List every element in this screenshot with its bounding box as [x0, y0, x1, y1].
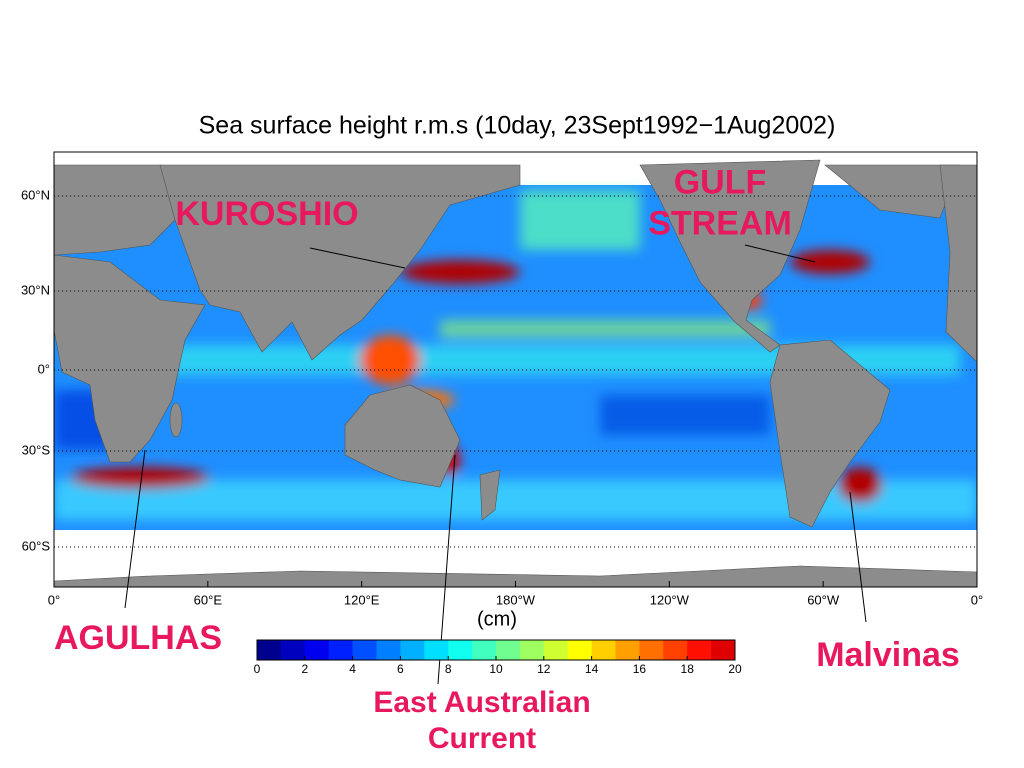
colorbar-cell: [400, 640, 425, 660]
colorbar-cell: [687, 640, 712, 660]
colorbar-cell: [328, 640, 353, 660]
land: [54, 159, 977, 587]
colorbar-cell: [352, 640, 377, 660]
colorbar-cell: [496, 640, 521, 660]
colorbar-tick-label: 10: [489, 662, 503, 676]
colorbar-tick-label: 20: [728, 662, 742, 676]
lon-tick-label: 60°E: [194, 592, 223, 607]
colorbar-cell: [543, 640, 568, 660]
colorbar-cell: [663, 640, 688, 660]
colorbar-unit: (cm): [477, 608, 517, 630]
colorbar-tick-label: 16: [633, 662, 647, 676]
lat-tick-label: 60°N: [21, 187, 50, 202]
colorbar-cell: [280, 640, 306, 660]
colorbar-cell: [424, 640, 449, 660]
lon-tick-label: 0°: [48, 592, 60, 607]
lat-tick-label: 30°S: [22, 442, 51, 457]
colorbar-cell: [472, 640, 497, 660]
colorbar-tick-label: 6: [397, 662, 404, 676]
lat-tick-label: 30°N: [21, 282, 50, 297]
annotation: Malvinas: [816, 636, 960, 674]
colorbar-cell: [448, 640, 473, 660]
colorbar-cell: [711, 640, 736, 660]
colorbar-cell: [376, 640, 401, 660]
lon-tick-label: 180°W: [496, 592, 536, 607]
colorbar-tick-label: 4: [349, 662, 356, 676]
colorbar-tick-label: 14: [585, 662, 599, 676]
colorbar-tick-label: 8: [445, 662, 452, 676]
annotation: KUROSHIO: [175, 195, 358, 233]
lon-tick-label: 120°W: [650, 592, 690, 607]
colorbar-cell: [304, 640, 329, 660]
colorbar-tick-label: 0: [254, 662, 261, 676]
colorbar-tick-label: 2: [301, 662, 308, 676]
annotation: East Australian Current: [373, 686, 590, 755]
title: Sea surface height r.m.s (10day, 23Sept1…: [199, 112, 836, 140]
annotation: AGULHAS: [54, 619, 222, 657]
colorbar-cell: [257, 640, 282, 660]
annotation: GULF STREAM: [648, 164, 792, 243]
lon-tick-label: 0°: [971, 592, 983, 607]
lon-tick-label: 60°W: [807, 592, 840, 607]
colorbar-tick-label: 18: [681, 662, 695, 676]
lon-tick-label: 120°E: [344, 592, 380, 607]
map-field: [54, 152, 977, 587]
colorbar-cell: [567, 640, 592, 660]
annotation-lines: [124, 244, 867, 685]
colorbar-tick-label: 12: [537, 662, 551, 676]
lat-tick-label: 60°S: [22, 538, 51, 553]
colorbar-cell: [591, 640, 616, 660]
colorbar-cell: [615, 640, 640, 660]
colorbar-cell: [519, 640, 545, 660]
lat-tick-label: 0°: [38, 361, 50, 376]
colorbar-cell: [639, 640, 664, 660]
